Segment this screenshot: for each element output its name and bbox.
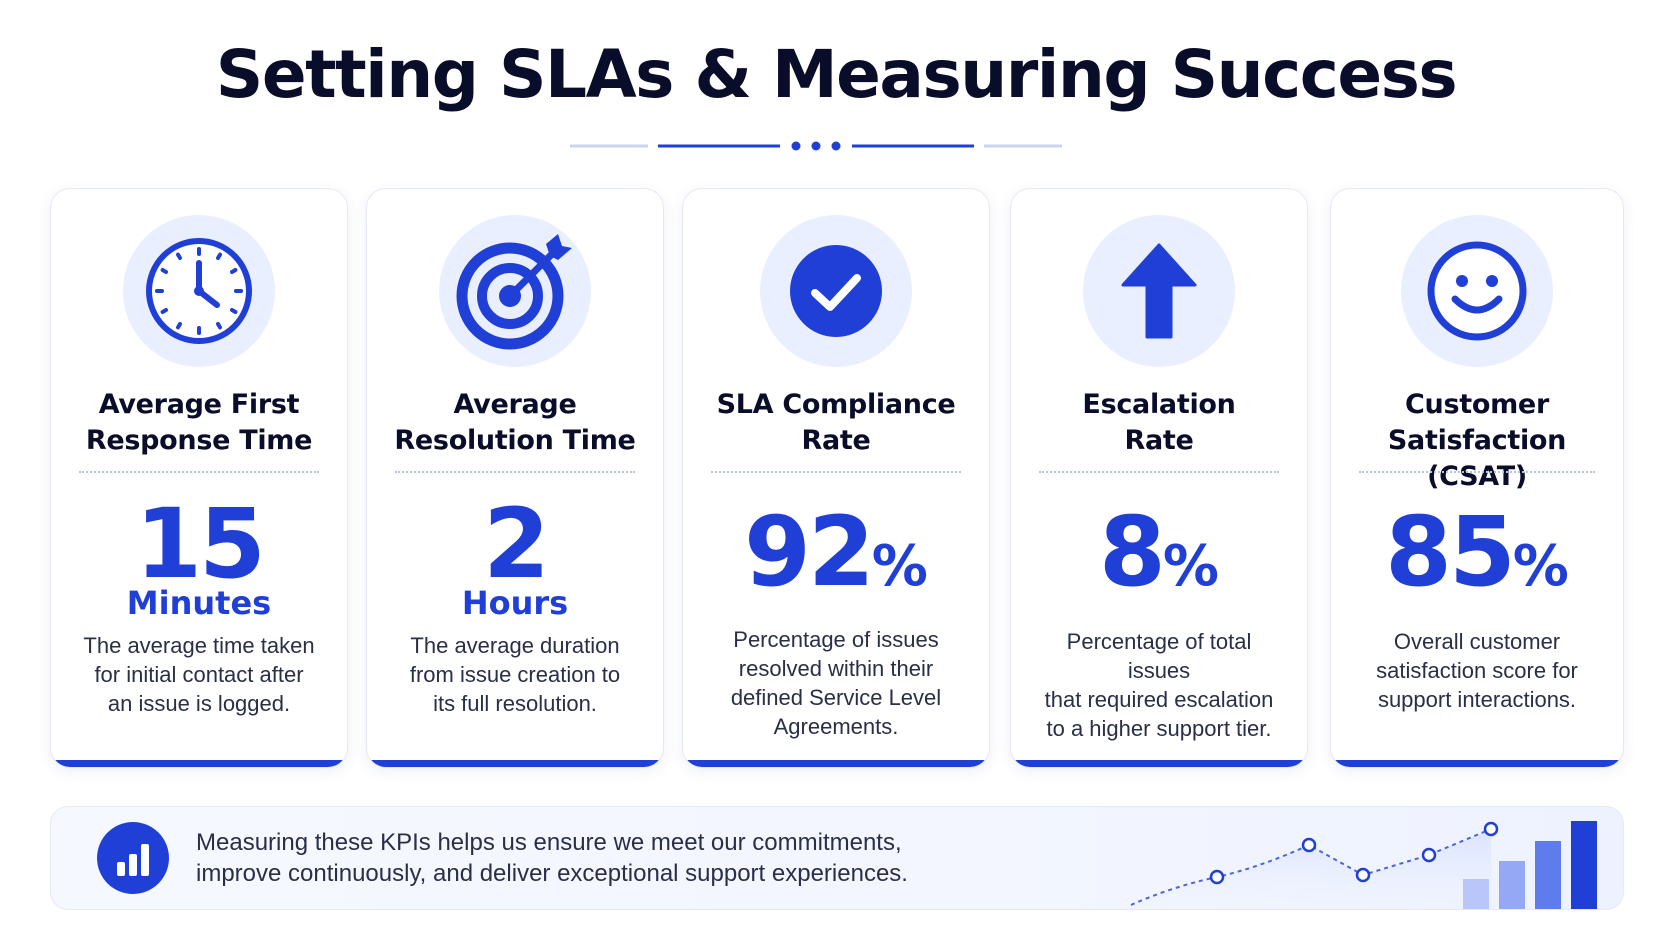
card-title: Customer Satisfaction (CSAT) — [1387, 389, 1567, 492]
metric-value: 92% — [744, 496, 928, 608]
card-divider — [1359, 471, 1595, 473]
metric-value: 2 — [483, 488, 550, 600]
kpi-card-escalation-rate: Escalation Rate 8% Percentage of total i… — [1010, 188, 1308, 768]
card-divider — [79, 471, 319, 473]
metric-unit: Minutes — [126, 584, 272, 622]
smiley-icon — [1427, 241, 1527, 341]
arrow-up-icon — [1121, 243, 1197, 339]
metric-value: 85% — [1385, 496, 1569, 608]
target-icon — [456, 234, 572, 350]
metric-description: Percentage of issues resolved within the… — [730, 627, 942, 739]
kpi-card-csat: Customer Satisfaction (CSAT) 85% Overall… — [1330, 188, 1624, 768]
title-divider — [570, 141, 1062, 151]
kpi-card-resolution-time: Average Resolution Time 2 Hours The aver… — [366, 188, 664, 768]
metric-unit: Hours — [461, 584, 569, 622]
card-title: Escalation Rate — [1082, 389, 1236, 456]
checkmark-icon — [790, 245, 882, 337]
metric-description: Overall customer satisfaction score for … — [1376, 629, 1578, 712]
card-title: SLA Compliance Rate — [716, 389, 956, 456]
metric-description: The average duration from issue creation… — [409, 633, 621, 716]
card-title: Average First Response Time — [85, 389, 313, 456]
card-title: Average Resolution Time — [394, 389, 636, 456]
metric-value: 15 — [135, 488, 266, 600]
metric-value: 8% — [1099, 496, 1219, 608]
kpi-card-first-response: Average First Response Time 15 Minutes T… — [50, 188, 348, 768]
metric-description: The average time taken for initial conta… — [83, 633, 315, 716]
trend-chart-icon — [1130, 821, 1597, 909]
metric-description: Percentage of total issues that required… — [1044, 629, 1274, 741]
card-divider — [1039, 471, 1279, 473]
clock-icon-circle — [123, 215, 275, 367]
summary-banner: Measuring these KPIs helps us ensure we … — [50, 806, 1624, 910]
card-divider — [711, 471, 961, 473]
checkmark-icon-circle — [760, 215, 912, 367]
kpi-card-sla-compliance: SLA Compliance Rate 92% Percentage of is… — [682, 188, 990, 768]
summary-text: Measuring these KPIs helps us ensure we … — [196, 829, 908, 887]
page-title: Setting SLAs & Measuring Success — [215, 36, 1458, 113]
bar-chart-icon-circle — [97, 822, 169, 894]
clock-icon — [146, 238, 252, 344]
smiley-icon-circle — [1401, 215, 1553, 367]
card-divider — [395, 471, 635, 473]
arrow-up-icon-circle — [1083, 215, 1235, 367]
target-icon-circle — [439, 215, 591, 367]
bar-chart-icon — [117, 844, 149, 876]
